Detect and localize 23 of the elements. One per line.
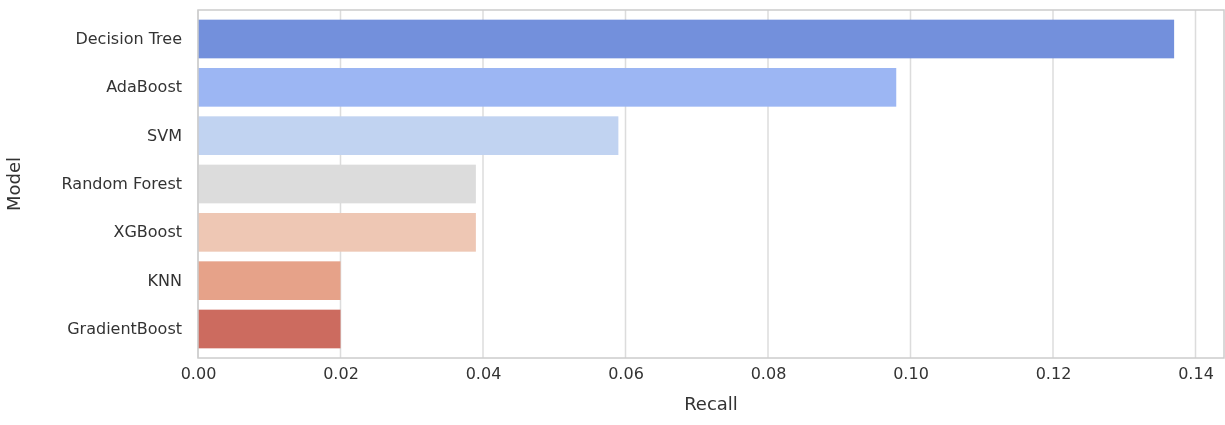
- y-tick-label: XGBoost: [113, 222, 182, 242]
- bar: [198, 19, 1175, 59]
- y-axis-title: Model: [3, 156, 24, 212]
- x-tick-label: 0.12: [1035, 364, 1072, 384]
- bar: [198, 68, 897, 107]
- bar: [198, 116, 619, 155]
- y-tick-label: AdaBoost: [106, 77, 182, 97]
- x-tick-label: 0.02: [323, 364, 359, 384]
- x-tick-label: 0.00: [180, 364, 217, 384]
- x-tick-label: 0.08: [750, 364, 787, 384]
- x-axis-title: Recall: [684, 393, 738, 414]
- bar: [198, 309, 341, 349]
- bar: [198, 213, 476, 252]
- y-tick-label: Random Forest: [61, 174, 182, 194]
- y-tick-label: KNN: [147, 270, 182, 290]
- x-tick-label: 0.14: [1178, 364, 1214, 384]
- x-tick-label: 0.06: [608, 364, 644, 384]
- y-tick-label: GradientBoost: [67, 319, 182, 339]
- y-tick-label: Decision Tree: [75, 29, 182, 49]
- bar: [198, 261, 341, 300]
- x-tick-label: 0.10: [893, 364, 929, 384]
- x-tick-label: 0.04: [465, 364, 502, 384]
- y-tick-label: SVM: [147, 125, 182, 145]
